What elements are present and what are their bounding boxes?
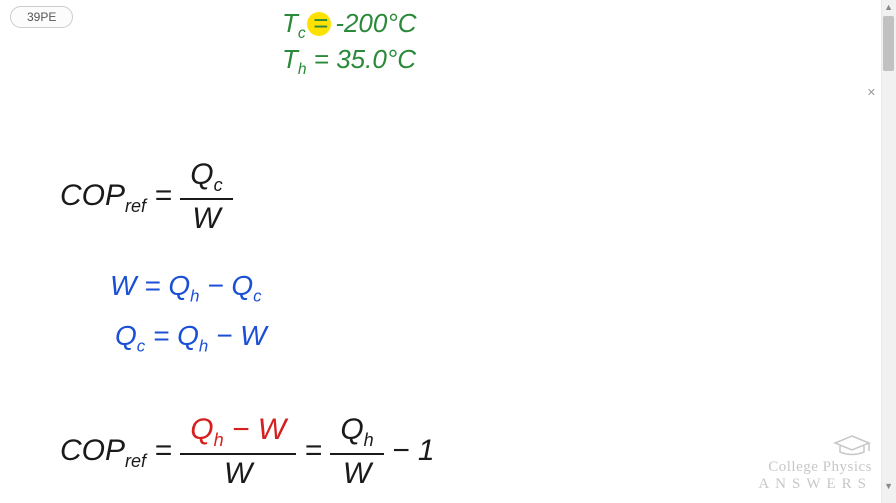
scrollbar-track[interactable]: ▲ ▼ [881,0,896,503]
graduation-cap-icon [832,433,872,457]
problem-tag: 39PE [10,6,73,28]
close-icon[interactable]: ✕ [867,86,876,99]
eq-cop-def: COPref = Qc W [60,160,233,234]
given-tc: Tc = -200°C [282,8,896,43]
watermark-line1: College Physics [758,459,872,476]
given-th: Th = 35.0°C [282,44,416,79]
eq-qc-def: Qc = Qh − W [115,320,267,357]
eq-w-def: W = Qh − Qc [110,270,262,307]
watermark-logo: College Physics ANSWERS [758,433,872,493]
tag-text: 39PE [27,10,56,24]
watermark-line2: ANSWERS [758,476,872,493]
eq-cop-expanded: COPref = Qh − W W = Qh W − 1 [60,415,435,489]
scroll-down-icon[interactable]: ▼ [884,481,893,491]
